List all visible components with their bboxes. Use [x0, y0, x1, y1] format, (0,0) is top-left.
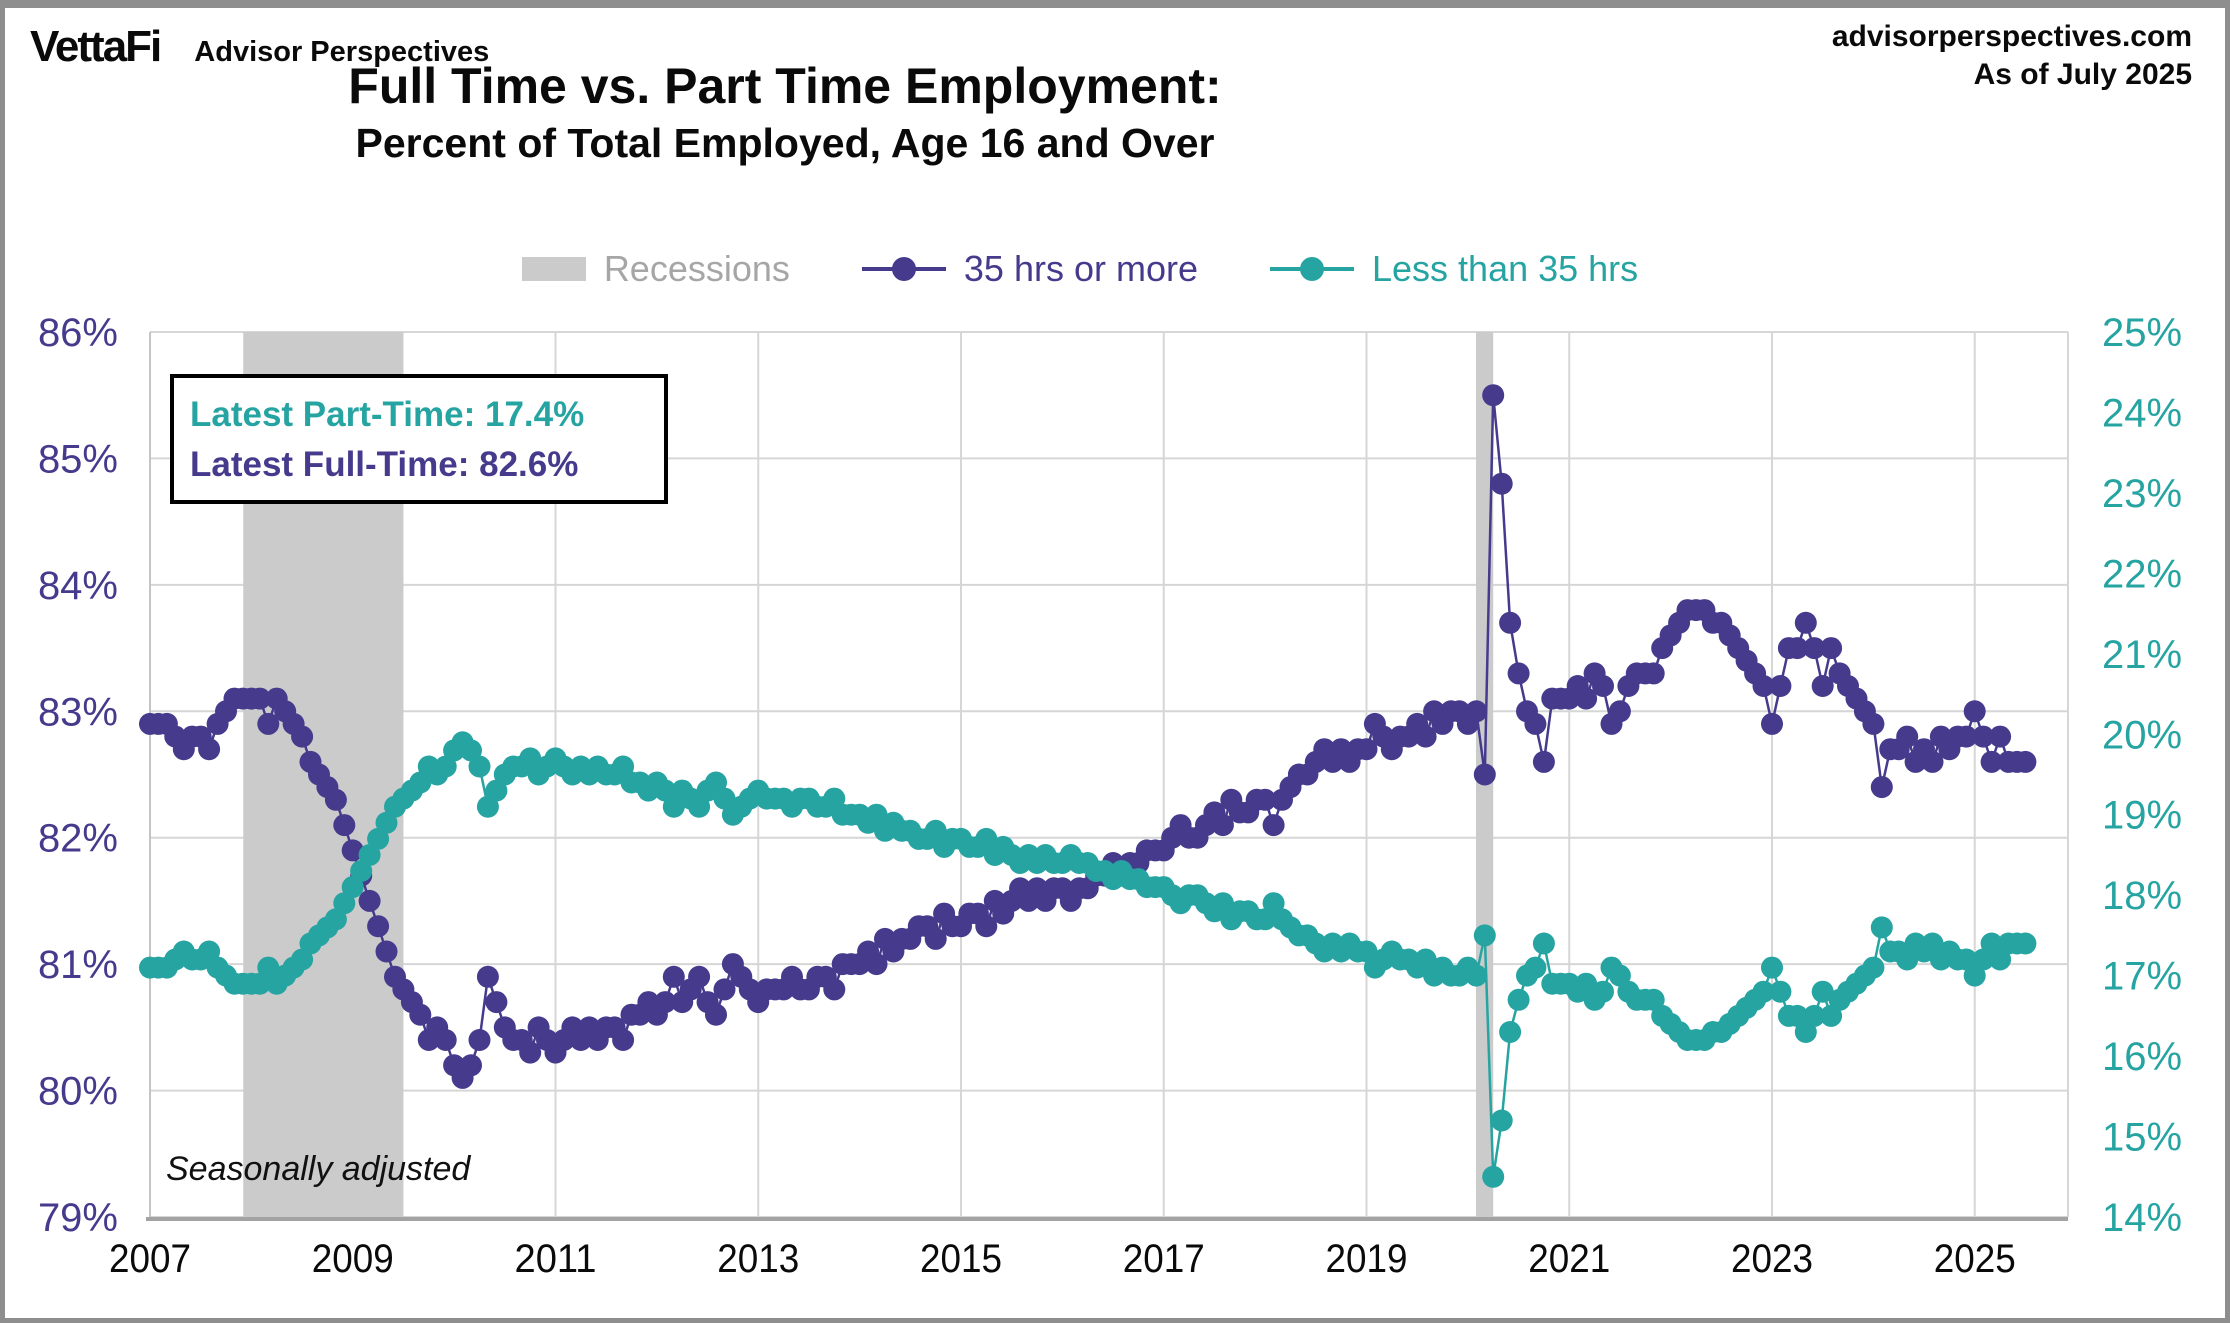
latest-values-callout: Latest Part-Time: 17.4% Latest Full-Time… [170, 374, 668, 504]
svg-text:2025: 2025 [1934, 1237, 2016, 1281]
svg-text:2011: 2011 [514, 1237, 596, 1281]
svg-text:21%: 21% [2102, 633, 2182, 677]
legend-full-time-label: 35 hrs or more [963, 248, 1198, 289]
logo-row: VettaFi Advisor Perspectives [30, 22, 489, 72]
svg-text:19%: 19% [2102, 794, 2182, 838]
logo-subtitle: Advisor Perspectives [194, 36, 490, 68]
legend-item-recessions: Recessions [521, 248, 790, 290]
legend-recessions-label: Recessions [603, 248, 790, 289]
source-block: advisorperspectives.com As of July 2025 [1832, 18, 2192, 94]
svg-text:2023: 2023 [1731, 1237, 1813, 1281]
svg-text:82%: 82% [38, 817, 118, 861]
left-axis-labels: 86% 85% 84% 83% 82% 81% 80% 79% [38, 311, 118, 1240]
svg-text:81%: 81% [38, 943, 118, 987]
legend-item-full-time: 35 hrs or more [861, 248, 1198, 290]
svg-text:20%: 20% [2102, 713, 2182, 757]
svg-text:2013: 2013 [717, 1237, 799, 1281]
title-block: Full Time vs. Part Time Employment: Perc… [0, 58, 1570, 166]
recession-swatch-icon [521, 257, 586, 281]
svg-text:15%: 15% [2102, 1116, 2182, 1160]
part-time-series [139, 731, 2037, 1188]
svg-text:18%: 18% [2102, 874, 2182, 918]
svg-text:80%: 80% [38, 1070, 118, 1114]
svg-text:17%: 17% [2102, 955, 2182, 999]
svg-text:23%: 23% [2102, 472, 2182, 516]
latest-full-time-value: Latest Full-Time: 82.6% [190, 445, 579, 484]
svg-text:22%: 22% [2102, 552, 2182, 596]
chart-title: Full Time vs. Part Time Employment: [348, 58, 1222, 114]
svg-text:24%: 24% [2102, 391, 2182, 435]
svg-text:83%: 83% [38, 690, 118, 734]
svg-text:16%: 16% [2102, 1035, 2182, 1079]
svg-text:79%: 79% [38, 1196, 118, 1240]
svg-text:2015: 2015 [920, 1237, 1002, 1281]
source-url: advisorperspectives.com [1831, 20, 2192, 53]
svg-text:84%: 84% [38, 564, 118, 608]
svg-text:2007: 2007 [109, 1237, 191, 1281]
x-axis-labels: 2007 2009 2011 2013 2015 2017 2019 2021 2023 2025 [109, 1237, 2016, 1281]
svg-text:2017: 2017 [1123, 1237, 1205, 1281]
vettafi-logo: VettaFi [30, 22, 162, 71]
legend: Recessions 35 hrs or more Less than 35 h… [0, 248, 2160, 290]
svg-text:14%: 14% [2102, 1196, 2182, 1240]
as-of-date: As of July 2025 [1973, 58, 2192, 91]
svg-text:2009: 2009 [312, 1237, 394, 1281]
full-time-series [139, 384, 2037, 1089]
svg-text:2021: 2021 [1528, 1237, 1610, 1281]
latest-part-time-value: Latest Part-Time: 17.4% [190, 395, 585, 434]
legend-item-part-time: Less than 35 hrs [1270, 248, 1638, 290]
chart-subtitle: Percent of Total Employed, Age 16 and Ov… [355, 120, 1215, 166]
svg-text:85%: 85% [38, 437, 118, 481]
svg-text:25%: 25% [2102, 311, 2182, 355]
svg-text:86%: 86% [38, 311, 118, 355]
part-time-marker-icon [1270, 256, 1354, 282]
legend-part-time-label: Less than 35 hrs [1372, 248, 1639, 289]
svg-text:2019: 2019 [1325, 1237, 1407, 1281]
seasonally-adjusted-note: Seasonally adjusted [166, 1150, 471, 1188]
full-time-marker-icon [861, 256, 946, 282]
right-axis-labels: 25% 24% 23% 22% 21% 20% 19% 18% 17% 16% 15% 14% [2102, 311, 2182, 1240]
